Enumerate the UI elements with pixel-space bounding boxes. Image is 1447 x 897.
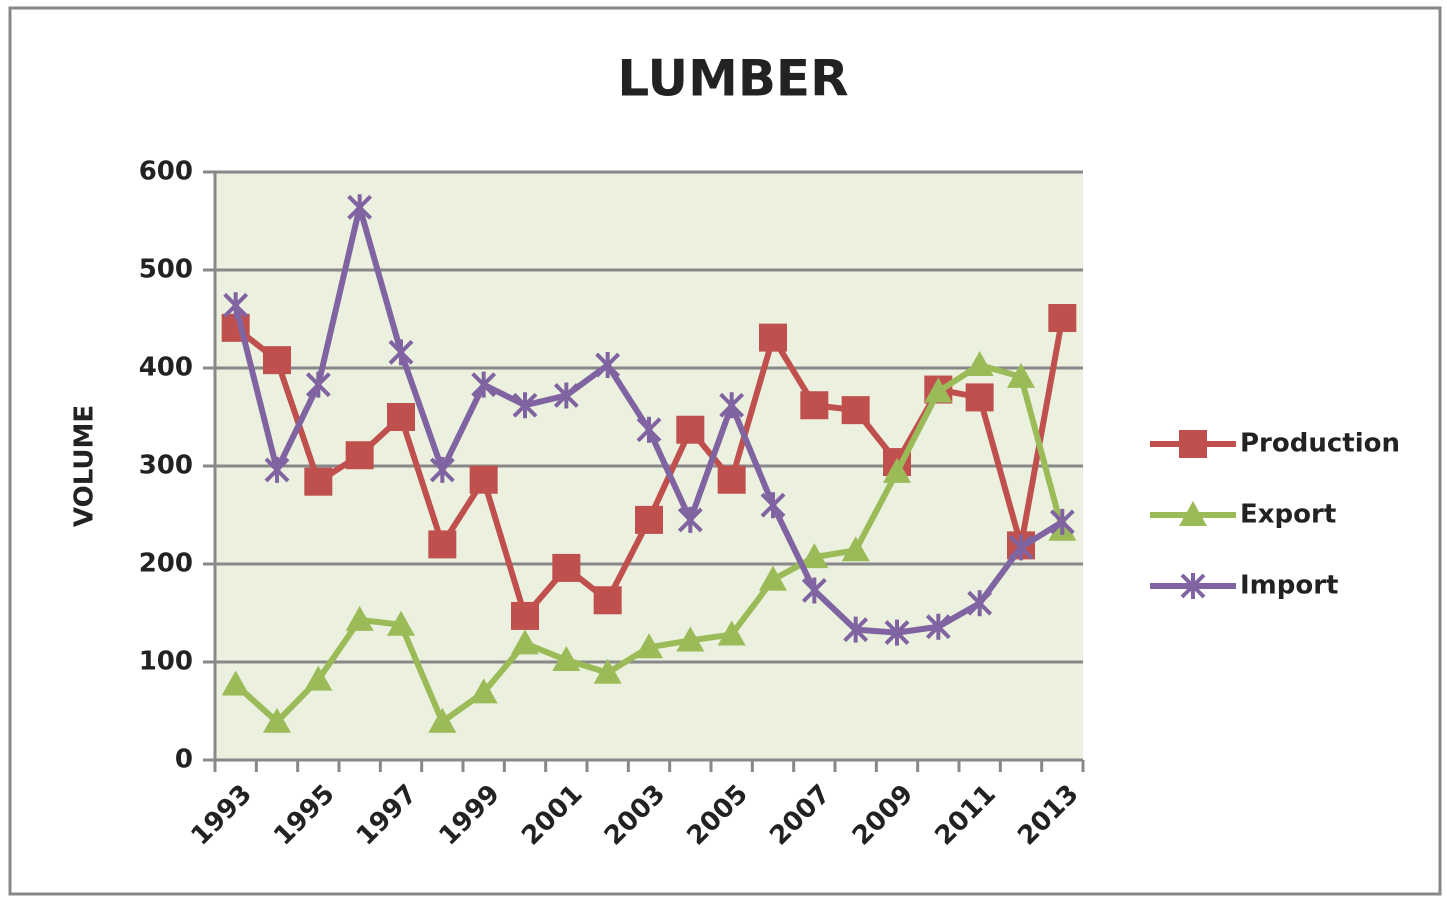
point-marker	[223, 292, 249, 319]
point-marker	[965, 351, 994, 377]
point-marker	[759, 323, 787, 352]
y-tick-label: 300	[139, 451, 193, 481]
point-marker	[841, 396, 870, 425]
point-marker	[471, 371, 497, 398]
point-marker	[719, 392, 745, 419]
point-marker	[717, 465, 746, 494]
point-marker	[841, 536, 870, 562]
legend-label: Production	[1240, 429, 1400, 459]
legend-marker	[1180, 573, 1206, 599]
point-marker	[925, 613, 951, 640]
point-marker	[965, 383, 994, 412]
point-marker	[388, 339, 414, 366]
point-marker	[595, 352, 621, 379]
point-marker	[305, 371, 331, 398]
point-marker	[924, 377, 953, 403]
legend-label: Export	[1240, 500, 1336, 530]
point-marker	[304, 665, 333, 691]
point-marker	[1007, 362, 1035, 388]
point-marker	[345, 605, 374, 631]
point-marker	[387, 610, 415, 636]
point-marker	[428, 707, 457, 733]
legend-marker	[1179, 501, 1207, 526]
point-marker	[263, 707, 291, 733]
point-marker	[511, 601, 539, 630]
point-marker	[676, 415, 705, 444]
point-marker	[221, 670, 250, 696]
y-tick-label: 400	[139, 353, 193, 383]
point-marker	[1008, 534, 1034, 561]
point-marker	[552, 553, 581, 582]
point-marker	[635, 505, 663, 534]
point-marker	[469, 465, 498, 494]
point-marker	[553, 382, 579, 409]
y-tick-label: 200	[139, 549, 193, 579]
point-marker	[264, 456, 290, 483]
point-marker	[469, 678, 498, 704]
point-marker	[677, 506, 703, 533]
point-marker	[347, 194, 373, 221]
point-marker	[1048, 304, 1077, 333]
point-marker	[263, 346, 291, 375]
point-marker	[635, 633, 663, 659]
point-marker	[884, 619, 910, 646]
point-marker	[759, 565, 787, 591]
point-marker	[428, 530, 457, 559]
point-marker	[511, 629, 539, 655]
point-marker	[717, 620, 746, 646]
legend-label: Import	[1240, 571, 1339, 601]
point-marker	[800, 391, 829, 420]
chart-title: LUMBER	[617, 50, 848, 108]
point-marker	[800, 543, 829, 569]
point-marker	[593, 586, 622, 615]
point-marker	[512, 392, 538, 419]
point-marker	[387, 403, 415, 431]
point-marker	[636, 416, 662, 443]
y-tick-label: 500	[139, 255, 193, 285]
point-marker	[883, 457, 911, 483]
point-marker	[843, 616, 869, 643]
point-marker	[1049, 508, 1075, 535]
point-marker	[593, 658, 622, 684]
point-marker	[304, 467, 333, 496]
point-marker	[429, 456, 455, 483]
point-marker	[967, 590, 993, 617]
y-tick-label: 0	[175, 745, 193, 775]
y-tick-label: 600	[139, 157, 193, 187]
point-marker	[760, 492, 786, 519]
point-marker	[676, 626, 705, 652]
point-marker	[345, 441, 374, 470]
y-tick-label: 100	[139, 647, 193, 677]
y-axis-label: VOLUME	[70, 405, 100, 527]
point-marker	[801, 577, 827, 604]
point-marker	[552, 646, 581, 672]
legend-marker	[1179, 430, 1207, 458]
